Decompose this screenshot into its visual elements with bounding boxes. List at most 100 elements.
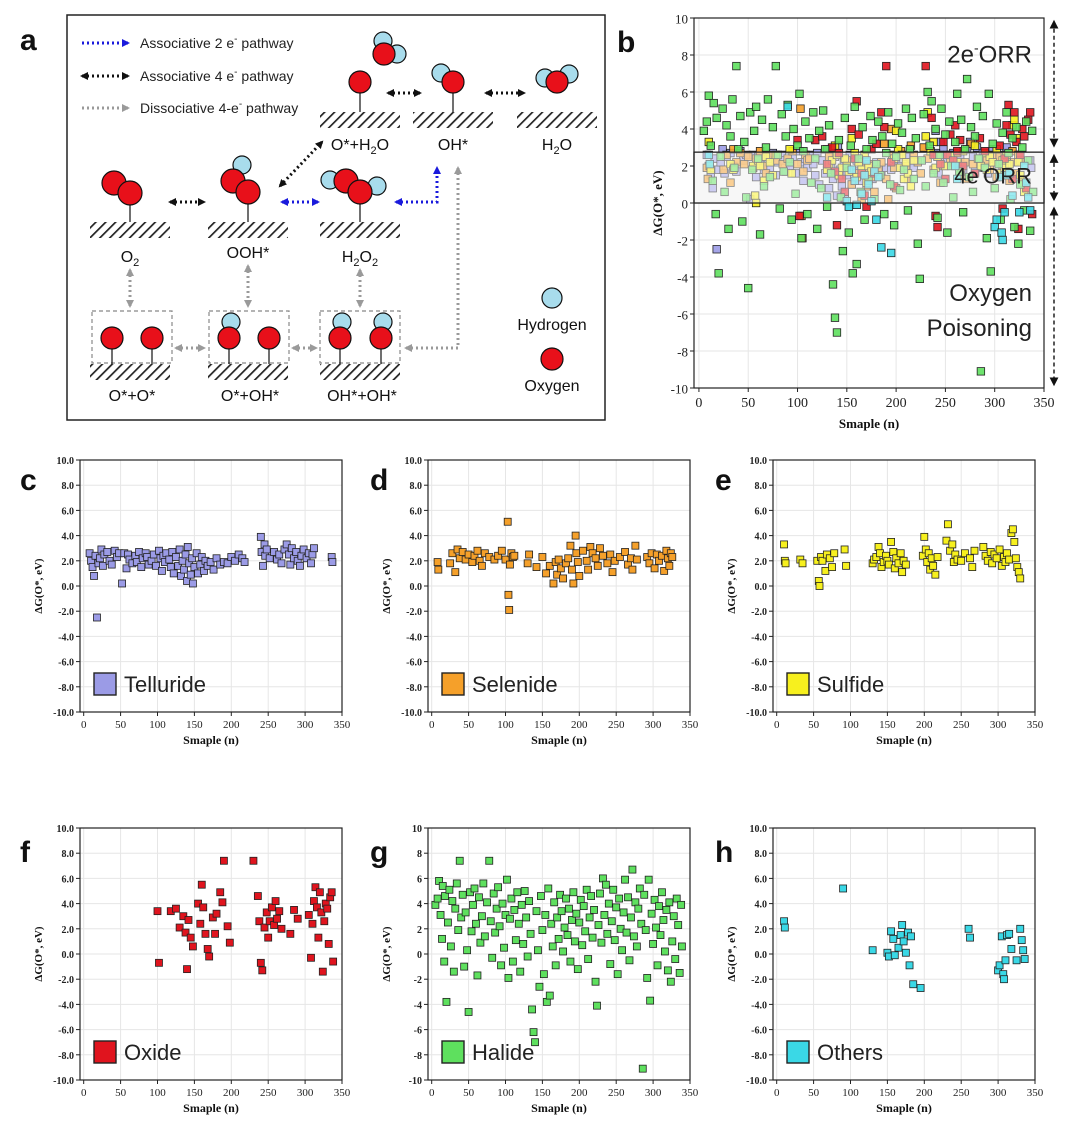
data-point-others [894, 943, 903, 952]
x-tick-label: 300 [990, 1087, 1007, 1099]
data-point-halide [591, 977, 600, 986]
x-tick-label: 250 [608, 719, 625, 731]
data-point-others [901, 948, 910, 957]
data-point-halide [884, 108, 893, 117]
data-point-halide [880, 209, 889, 219]
data-point-halide [566, 957, 575, 966]
data-point-selenide [569, 579, 578, 588]
data-point-others [998, 235, 1007, 245]
data-point-halide [785, 158, 794, 167]
data-point-halide [957, 115, 966, 124]
x-tick-label: 0 [81, 719, 87, 731]
data-point-telluride [118, 579, 126, 588]
data-point-selenide [566, 541, 575, 550]
data-point-halide [663, 966, 672, 975]
band-overlay [693, 151, 1045, 204]
data-point-halide [779, 167, 788, 176]
data-point-halide [658, 888, 666, 897]
data-point-halide [852, 259, 861, 269]
data-point-halide [722, 121, 731, 130]
y-tick-label: 10.0 [750, 824, 768, 835]
data-point-halide [516, 967, 525, 976]
data-point-halide [488, 953, 497, 962]
y-tick-label: 4.0 [62, 532, 75, 543]
data-point-halide [510, 906, 519, 914]
data-point-oxide [847, 124, 856, 134]
label-o2: O2 [121, 249, 140, 269]
y-tick-label: 2.0 [410, 557, 423, 568]
y-tick-label: -10.0 [401, 708, 422, 719]
data-point-selenide [503, 517, 512, 526]
y-tick-label: 6.0 [755, 874, 768, 885]
data-point-oxide [939, 137, 948, 147]
data-point-oxide [196, 919, 205, 928]
data-point-sulfide [1011, 554, 1020, 563]
y-axis-title: ΔG(O*, eV) [726, 558, 738, 613]
data-point-halide [619, 908, 628, 917]
data-point-halide [504, 974, 513, 982]
data-point-halide [838, 246, 848, 256]
data-point-others [822, 193, 832, 202]
panel-label-b: b [617, 26, 635, 59]
data-point-selenide [564, 554, 573, 563]
data-point-selenide [542, 569, 550, 578]
data-point-oxide [323, 904, 332, 913]
x-tick-label: 200 [916, 1087, 933, 1099]
data-point-halide [773, 150, 782, 160]
data-point-halide [575, 918, 584, 927]
data-point-others [887, 927, 895, 936]
label-o-o: O*+O* [109, 388, 156, 405]
data-point-telluride [183, 543, 192, 551]
y-tick-label: -4.0 [58, 632, 74, 643]
y-tick-label: -4.0 [58, 1000, 74, 1011]
legend-swatch [441, 1040, 465, 1064]
data-point-halide [590, 906, 598, 914]
data-point-halide [562, 894, 570, 903]
data-point-sulfide [765, 158, 775, 167]
data-point-halide [569, 888, 578, 897]
oxygen-atom [441, 70, 465, 94]
data-point-halide [1004, 148, 1013, 158]
data-point-others [1020, 955, 1029, 963]
y-tick-label: -10 [671, 382, 688, 397]
data-point-halide [545, 991, 554, 1000]
data-point-oxide [854, 130, 863, 139]
data-point-halide [840, 113, 849, 123]
data-point-selenide [660, 566, 669, 575]
x-tick-label: 150 [836, 396, 857, 411]
data-point-halide [650, 895, 659, 904]
y-tick-label: 8.0 [62, 481, 75, 492]
data-point-halide [475, 893, 483, 902]
data-point-halide [968, 187, 978, 197]
data-point-oxide [936, 159, 945, 169]
data-point-others [1008, 191, 1017, 200]
data-point-halide [441, 892, 449, 900]
panel-d: d 0 50 100 150 200 250 300 350 -10.0 -8.0 -6.0 -4.0… [370, 456, 699, 747]
data-point-halide [830, 313, 840, 322]
y-tick-label: -2 [677, 234, 688, 249]
data-point-halide [704, 91, 713, 100]
data-point-halide [649, 940, 657, 948]
data-point-halide [624, 893, 632, 902]
data-point-selenide [582, 556, 591, 565]
data-point-others [1005, 169, 1014, 178]
data-point-telluride [137, 563, 146, 571]
x-tick-label: 50 [115, 719, 127, 731]
y-tick-label: -6 [414, 1026, 422, 1037]
x-tick-label: 250 [260, 1087, 277, 1099]
data-point-oxide [795, 211, 804, 221]
data-point-halide [777, 110, 786, 119]
data-point-halide [587, 892, 596, 900]
data-point-halide [440, 957, 449, 966]
data-point-halide [815, 126, 824, 135]
data-point-halide [937, 104, 946, 113]
data-point-oxide [181, 928, 190, 937]
y-tick-label: 2.0 [755, 925, 768, 936]
data-point-halide [537, 892, 545, 900]
y-tick-label: 2.0 [62, 925, 75, 936]
data-point-oxide [1026, 108, 1035, 117]
data-point-halide [1026, 226, 1035, 235]
data-point-sulfide [970, 141, 980, 150]
x-axis-title: Smaple (n) [531, 1101, 587, 1115]
